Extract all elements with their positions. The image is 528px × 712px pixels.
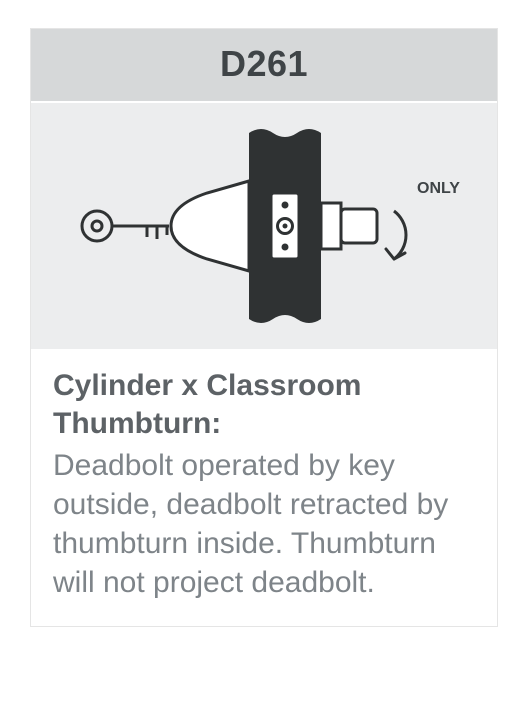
- diagram-panel: ONLY: [31, 101, 497, 349]
- bolt-center: [283, 224, 288, 229]
- deadbolt-diagram: ONLY: [49, 121, 479, 331]
- outside-cylinder-icon: [171, 181, 249, 271]
- card-header: D261: [31, 29, 497, 101]
- plate-screw-top: [282, 202, 289, 209]
- thumbturn-icon: [321, 203, 377, 249]
- only-label: ONLY: [417, 180, 460, 197]
- description-title: Cylinder x Classroom Thumbturn:: [53, 367, 475, 442]
- retract-arrow-icon: [386, 211, 406, 259]
- description-body: Deadbolt operated by key outside, deadbo…: [53, 446, 475, 602]
- product-card: D261: [30, 28, 498, 627]
- description-block: Cylinder x Classroom Thumbturn: Deadbolt…: [31, 349, 497, 626]
- plate-screw-bottom: [282, 244, 289, 251]
- key-icon: [82, 211, 169, 241]
- model-number: D261: [31, 43, 497, 85]
